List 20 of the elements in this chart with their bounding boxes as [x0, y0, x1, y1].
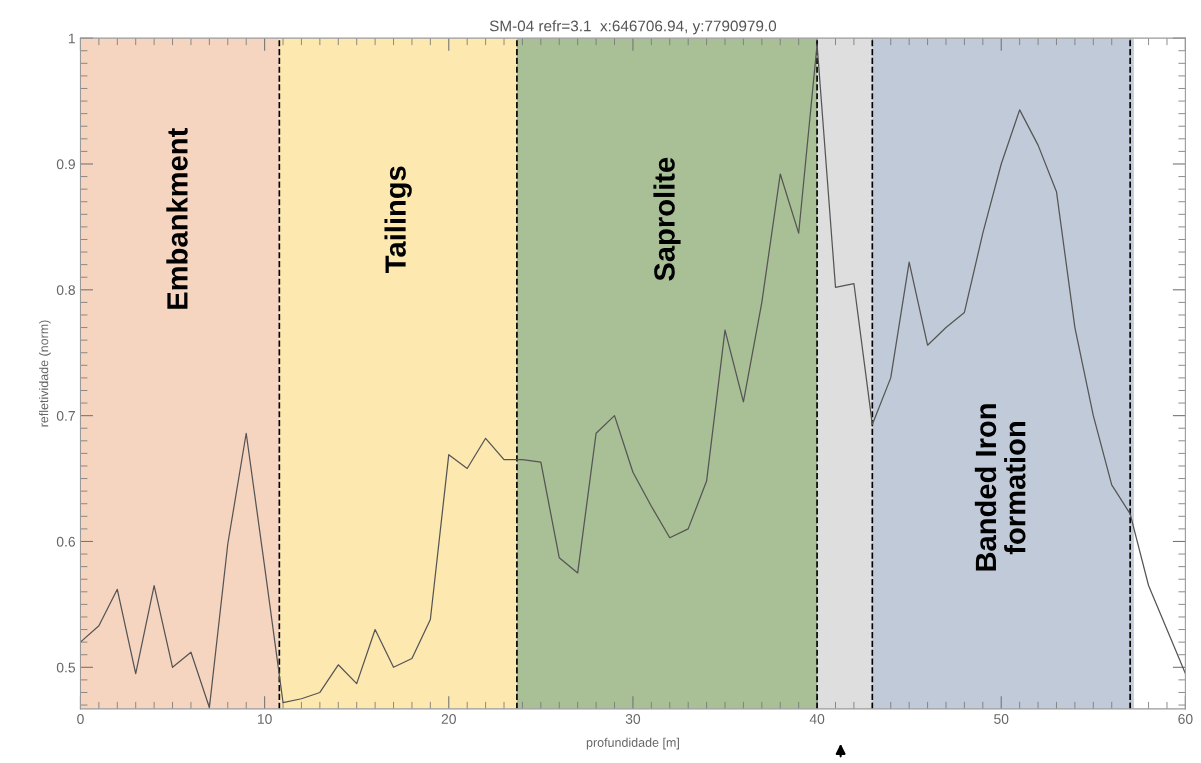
x-tick-label: 50: [994, 714, 1009, 724]
x-axis-title: profundidade [m]: [586, 737, 679, 750]
x-tick-label: 40: [809, 714, 825, 724]
chart-title: SM-04 refr=3.1 x:646706.94, y:7790979.0: [489, 20, 777, 35]
x-tick-label: 60: [1178, 714, 1193, 724]
y-axis-title: refletividade (norm): [39, 320, 51, 427]
band-label: Embankment: [166, 128, 188, 309]
y-tick-label: 0.7: [56, 410, 75, 421]
x-tick-label: 30: [625, 714, 641, 724]
y-tick-label: 1: [68, 33, 75, 44]
band-label: Saprolite: [653, 157, 681, 281]
x-tick-label: 20: [441, 714, 456, 724]
x-tick-label: 0: [77, 714, 84, 724]
y-tick-label: 0.5: [56, 662, 76, 673]
band-label: Tailings: [384, 166, 412, 273]
band-label: Banded Iron formation: [974, 404, 1026, 571]
x-tick-label: 10: [257, 714, 272, 724]
y-tick-label: 0.9: [56, 159, 75, 170]
y-tick-label: 0.6: [56, 536, 75, 547]
y-tick-label: 0.8: [56, 285, 75, 295]
